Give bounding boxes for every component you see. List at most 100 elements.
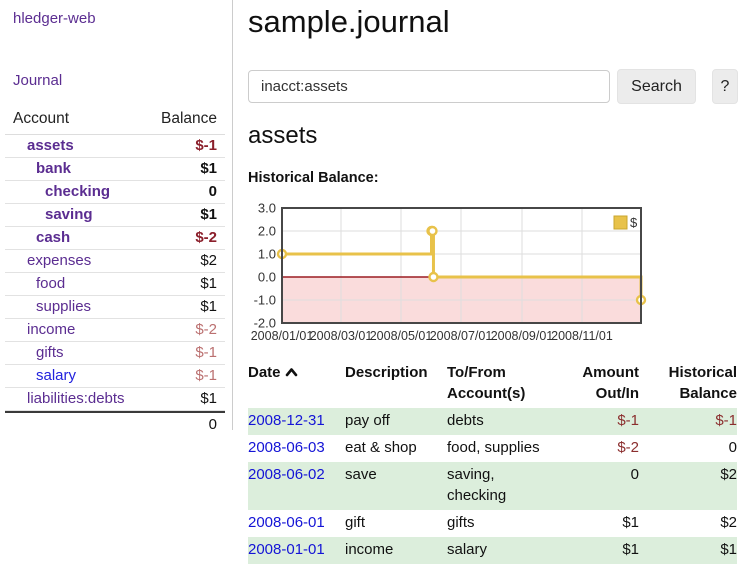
transaction-description: gift <box>345 514 366 531</box>
transaction-accounts: debts <box>447 412 484 429</box>
search-input[interactable] <box>248 70 610 103</box>
transaction-amount: $1 <box>622 541 639 558</box>
account-row-gifts: gifts $-1 <box>5 342 225 365</box>
transaction-amount: 0 <box>630 466 639 483</box>
account-link-cash[interactable]: cash <box>36 229 71 246</box>
register-row: 2008-12-31 pay off debts $-1 $-1 <box>248 408 737 435</box>
legend-swatch <box>613 215 628 230</box>
y-tick-label: 2.0 <box>258 224 276 239</box>
account-column-header: Account <box>13 110 70 127</box>
register-header-row: Date Description To/From Account(s) Amou… <box>248 362 737 408</box>
account-link-liabilities-debts[interactable]: liabilities:debts <box>27 390 125 407</box>
account-balance: $-2 <box>195 321 217 338</box>
sidebar-divider <box>232 0 233 430</box>
x-tick-label: 2008/11/01 <box>551 329 613 343</box>
x-tick-label: 2008/01/01 <box>251 329 314 343</box>
transaction-date-link[interactable]: 2008-06-01 <box>248 514 325 531</box>
account-link-expenses[interactable]: expenses <box>27 252 92 269</box>
app-title-link[interactable]: hledger-web <box>13 10 96 27</box>
transaction-balance: $2 <box>720 514 737 531</box>
y-tick-label: 0.0 <box>258 270 276 285</box>
legend-label: $ <box>630 215 638 230</box>
sidebar: hledger-web Journal Account Balance asse… <box>0 0 233 582</box>
y-tick-label: -2.0 <box>254 316 276 331</box>
transaction-date-link[interactable]: 2008-06-02 <box>248 466 325 483</box>
y-tick-label: 1.0 <box>258 247 276 262</box>
account-row-expenses: expenses $2 <box>5 250 225 273</box>
account-link-checking[interactable]: checking <box>45 183 111 200</box>
accounts-table: Account Balance assets $-1 bank $1 checking 0… <box>5 108 225 434</box>
historical-balance-chart[interactable]: 3.0 2.0 1.0 0.0 -1.0 -2.02008/01/012008/03/01… <box>240 200 650 350</box>
accounts-total-row: 0 <box>5 411 225 434</box>
account-balance: $1 <box>200 275 217 292</box>
transaction-balance: 0 <box>728 439 737 456</box>
page-title: sample.journal <box>248 4 450 39</box>
transaction-amount: $-1 <box>617 412 639 429</box>
transaction-amount: $1 <box>622 514 639 531</box>
account-row-checking: checking 0 <box>5 181 225 204</box>
account-row-food: food $1 <box>5 273 225 296</box>
account-row-saving: saving $1 <box>5 204 225 227</box>
account-row-liabilities-debts: liabilities:debts $1 <box>5 388 225 411</box>
data-point-marker <box>428 271 439 283</box>
account-row-income: income $-2 <box>5 319 225 342</box>
transaction-accounts: gifts <box>447 514 475 531</box>
account-heading: assets <box>248 122 318 149</box>
transaction-date-link[interactable]: 2008-12-31 <box>248 412 325 429</box>
amount-column-header: Amount Out/In <box>582 364 639 402</box>
transaction-accounts: food, supplies <box>447 439 540 456</box>
transaction-date-link[interactable]: 2008-06-03 <box>248 439 325 456</box>
sort-ascending-icon <box>285 368 297 377</box>
account-row-cash: cash $-2 <box>5 227 225 250</box>
transaction-balance: $2 <box>720 466 737 483</box>
transaction-date-link[interactable]: 2008-01-01 <box>248 541 325 558</box>
register-row: 2008-06-03 eat & shop food, supplies $-2 0 <box>248 435 737 462</box>
account-row-bank: bank $1 <box>5 158 225 181</box>
account-link-food[interactable]: food <box>36 275 66 292</box>
x-tick-label: 2008/03/01 <box>310 329 373 343</box>
sidebar-item-journal[interactable]: Journal <box>13 72 63 89</box>
search-button[interactable]: Search <box>617 69 696 104</box>
account-link-income[interactable]: income <box>27 321 76 338</box>
account-rows: assets $-1 bank $1 checking 0 saving $1 cash $-2 e… <box>5 135 225 411</box>
y-tick-label: 3.0 <box>258 201 276 216</box>
account-balance: 0 <box>208 183 217 200</box>
account-link-gifts[interactable]: gifts <box>36 344 64 361</box>
x-tick-label: 2008/05/01 <box>370 329 433 343</box>
account-link-supplies[interactable]: supplies <box>36 298 92 315</box>
accounts-total-value: 0 <box>208 416 217 433</box>
account-row-salary: salary $-1 <box>5 365 225 388</box>
account-balance: $1 <box>200 390 217 407</box>
account-balance: $1 <box>200 206 217 223</box>
transaction-balance: $-1 <box>715 412 737 429</box>
account-balance: $-1 <box>195 367 217 384</box>
transaction-balance: $1 <box>720 541 737 558</box>
date-column-header[interactable]: Date <box>248 362 345 408</box>
transaction-accounts: saving, checking <box>447 466 507 504</box>
account-link-salary[interactable]: salary <box>36 367 77 384</box>
transaction-accounts: salary <box>447 541 488 558</box>
account-balance: $1 <box>200 160 217 177</box>
account-link-bank[interactable]: bank <box>36 160 72 177</box>
account-balance: $-2 <box>195 229 217 246</box>
y-tick-label: -1.0 <box>254 293 276 308</box>
x-tick-label: 2008/09/01 <box>491 329 554 343</box>
register-row: 2008-06-02 save saving, checking 0 $2 <box>248 462 737 510</box>
transaction-description: pay off <box>345 412 390 429</box>
account-row-supplies: supplies $1 <box>5 296 225 319</box>
account-link-saving[interactable]: saving <box>45 206 93 223</box>
help-button[interactable]: ? <box>712 69 738 104</box>
transaction-description: eat & shop <box>345 439 417 456</box>
transaction-description: income <box>345 541 394 558</box>
accounts-column-header: To/From Account(s) <box>447 364 526 402</box>
account-balance: $-1 <box>195 344 217 361</box>
plot-border <box>281 207 642 324</box>
account-row-assets: assets $-1 <box>5 135 225 158</box>
accounts-table-header: Account Balance <box>5 108 225 135</box>
chart-label: Historical Balance: <box>248 170 379 186</box>
description-column-header: Description <box>345 364 428 381</box>
balance-column-header: Balance <box>160 110 217 127</box>
x-tick-label: 2008/07/01 <box>430 329 493 343</box>
account-link-assets[interactable]: assets <box>27 137 74 154</box>
register-row: 2008-06-01 gift gifts $1 $2 <box>248 510 737 537</box>
